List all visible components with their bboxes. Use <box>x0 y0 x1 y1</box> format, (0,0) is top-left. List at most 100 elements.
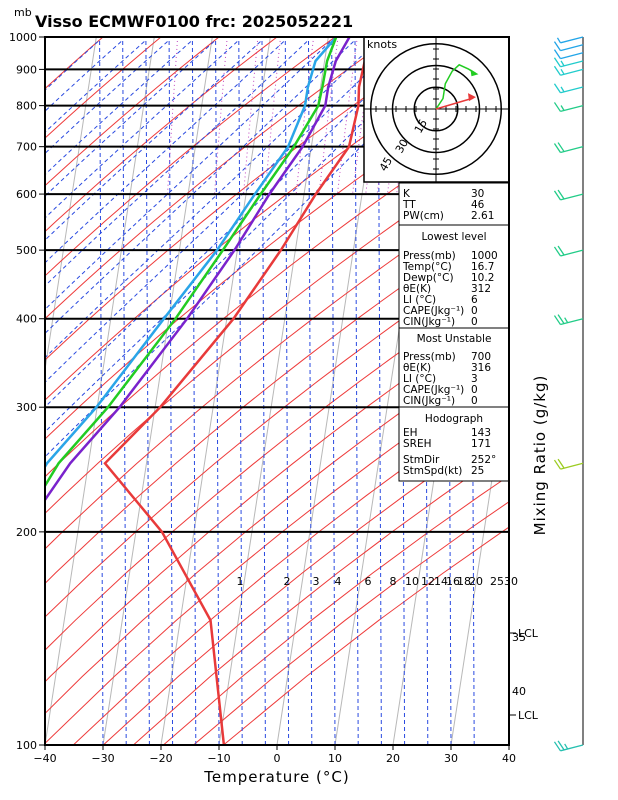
hodograph-stat-value: 25 <box>471 465 484 477</box>
isotherm-line <box>218 37 329 745</box>
x-tick-label: −40 <box>33 752 56 765</box>
x-tick-label: 30 <box>444 752 458 765</box>
wind-barb-shaft <box>560 68 584 76</box>
x-tick-label: −10 <box>207 752 230 765</box>
wind-barb <box>553 189 584 201</box>
mixing-ratio-label: 30 <box>504 575 518 588</box>
most-unstable-label: CAPE(Jkg⁻¹) <box>403 384 464 396</box>
wind-barb-shaft <box>560 44 584 52</box>
wind-barb-half-flag <box>564 317 569 324</box>
mixing-ratio-label: 2 <box>284 575 291 588</box>
wind-barb <box>553 142 584 154</box>
wind-barb-flag <box>553 57 562 68</box>
wind-barbs <box>553 36 584 752</box>
most-unstable-value: 316 <box>471 362 491 374</box>
wind-barb-flag <box>553 246 562 257</box>
wind-barb-half-flag <box>564 743 569 750</box>
profile-parcel <box>45 37 338 489</box>
index-value: 2.61 <box>471 210 494 222</box>
wind-barb-flag <box>557 740 565 751</box>
mixing-ratio-label: 25 <box>490 575 504 588</box>
dry-adiabat <box>45 336 509 715</box>
y-tick-label: 300 <box>16 401 37 414</box>
x-tick-label: 10 <box>328 752 342 765</box>
hodograph-stat-value: 252° <box>471 454 496 466</box>
wind-barb-shaft <box>560 318 584 326</box>
y-tick-label: 1000 <box>9 31 37 44</box>
wind-barb <box>553 458 584 470</box>
most-unstable-value: 0 <box>471 384 478 396</box>
wind-barb <box>553 65 584 76</box>
wind-barb-shaft <box>560 193 584 201</box>
wind-barb <box>553 314 584 326</box>
chart-title: Visso ECMWF0100 frc: 2025052221 <box>35 12 353 31</box>
most-unstable-label: LI (°C) <box>403 373 436 385</box>
x-tick-label: 20 <box>386 752 400 765</box>
index-label: K <box>403 188 411 200</box>
wind-barb-flag <box>553 190 562 201</box>
wind-barb-flag <box>553 741 562 752</box>
most-unstable-label: θE(K) <box>403 362 431 374</box>
lowest-level-label: θE(K) <box>403 283 431 295</box>
hodograph-header: Hodograph <box>425 413 483 425</box>
y-tick-label: 700 <box>16 141 37 154</box>
wind-barb-flag <box>553 459 562 470</box>
wind-barb-half-flag <box>560 86 565 93</box>
profile-dewpoint <box>45 37 338 470</box>
y-tick-label: 400 <box>16 313 37 326</box>
moist-adiabat <box>45 38 174 745</box>
wind-barb <box>556 36 584 44</box>
lowest-level-label: CAPE(Jkg⁻¹) <box>403 305 464 317</box>
wind-barb-shaft <box>560 104 584 113</box>
dry-adiabat <box>45 37 220 187</box>
hodograph-trace <box>435 63 476 110</box>
moist-adiabat <box>45 38 290 745</box>
wind-barb-flag <box>553 49 562 59</box>
wind-barb-shaft <box>560 462 584 470</box>
y-tick-label: 600 <box>16 188 37 201</box>
lcl-label: LCL <box>518 627 539 640</box>
hodograph-trace-arrow <box>470 69 479 77</box>
dry-adiabat <box>45 37 162 139</box>
wind-barb-flag <box>557 314 565 324</box>
wind-barb <box>553 83 584 94</box>
wind-barb <box>553 102 584 113</box>
right-axis-label: Mixing Ratio (g/kg) <box>531 375 549 536</box>
mixing-ratio-label: 16 <box>446 575 460 588</box>
x-tick-label: −30 <box>91 752 114 765</box>
hodograph-stat-value: 171 <box>471 438 491 450</box>
theta-e-label: 35 <box>512 631 526 644</box>
profile-virtual <box>45 37 351 502</box>
mixing-ratio-label: 4 <box>335 575 342 588</box>
mixing-ratio-label: 18 <box>457 575 471 588</box>
wind-barb-half-flag <box>560 68 565 75</box>
y-tick-label: 900 <box>16 63 37 76</box>
wind-barb-shaft <box>560 249 584 257</box>
most-unstable-value: 700 <box>471 351 491 363</box>
wind-barb <box>553 41 584 52</box>
lowest-level-label: Press(mb) <box>403 250 456 262</box>
hodograph-ring-label: 30 <box>393 137 411 156</box>
profile-temperature <box>103 37 376 745</box>
mixing-ratio-label: 3 <box>313 575 320 588</box>
hodograph-stat-label: SREH <box>403 438 432 450</box>
lowest-level-value: 0 <box>471 316 478 328</box>
lowest-level-value: 312 <box>471 283 491 295</box>
wind-barb-flag <box>553 41 562 51</box>
wind-barb-shaft <box>560 146 584 154</box>
index-label: TT <box>402 199 416 211</box>
lowest-level-value: 0 <box>471 305 478 317</box>
wind-barb-half-flag <box>556 37 562 44</box>
mixing-ratio-label: 14 <box>434 575 448 588</box>
wind-barb-shaft <box>560 52 584 60</box>
moist-adiabat <box>45 38 336 745</box>
mixing-ratio-label: 20 <box>469 575 483 588</box>
storm-motion-vector <box>435 97 474 110</box>
dry-adiabat <box>45 244 509 618</box>
most-unstable-value: 0 <box>471 395 478 407</box>
index-value: 30 <box>471 188 484 200</box>
wind-barb-flag <box>553 143 562 153</box>
x-tick-label: 40 <box>502 752 516 765</box>
wind-barb-flag <box>557 458 565 469</box>
